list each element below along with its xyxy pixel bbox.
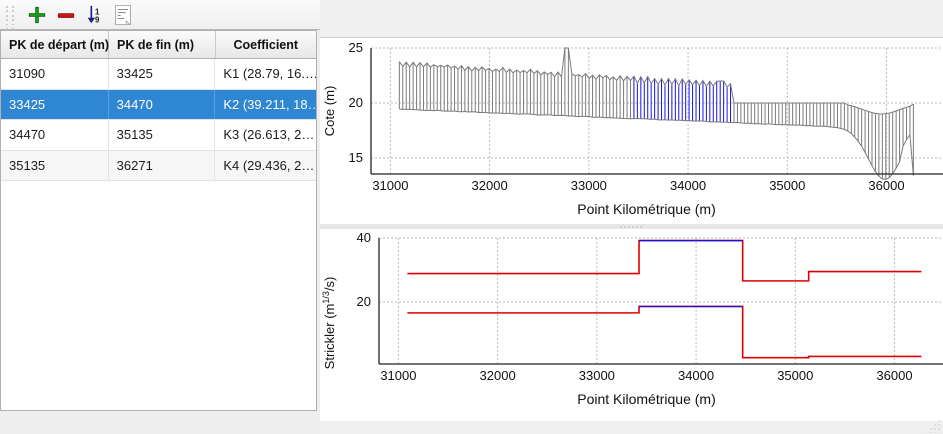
svg-text:35000: 35000	[769, 178, 805, 193]
svg-text:Point Kilométrique (m): Point Kilométrique (m)	[577, 201, 716, 217]
svg-text:31000: 31000	[380, 368, 416, 383]
svg-text:36000: 36000	[868, 178, 904, 193]
svg-text:31000: 31000	[372, 178, 408, 193]
svg-text:34000: 34000	[678, 368, 714, 383]
svg-text:9: 9	[95, 15, 100, 24]
svg-text:36000: 36000	[876, 368, 912, 383]
svg-text:Cote (m): Cote (m)	[322, 86, 337, 137]
svg-text:Point Kilométrique (m): Point Kilométrique (m)	[577, 391, 716, 407]
svg-text:35000: 35000	[777, 368, 813, 383]
svg-text:32000: 32000	[472, 178, 508, 193]
svg-text:32000: 32000	[480, 368, 516, 383]
svg-text:25: 25	[349, 40, 363, 55]
svg-text:20: 20	[349, 95, 363, 110]
svg-text:15: 15	[349, 150, 363, 165]
svg-text:33000: 33000	[571, 178, 607, 193]
svg-text:20: 20	[357, 294, 371, 309]
svg-text:40: 40	[357, 230, 371, 245]
svg-text:Strickler (m1/3/s): Strickler (m1/3/s)	[321, 277, 337, 370]
svg-text:34000: 34000	[670, 178, 706, 193]
svg-text:33000: 33000	[579, 368, 615, 383]
